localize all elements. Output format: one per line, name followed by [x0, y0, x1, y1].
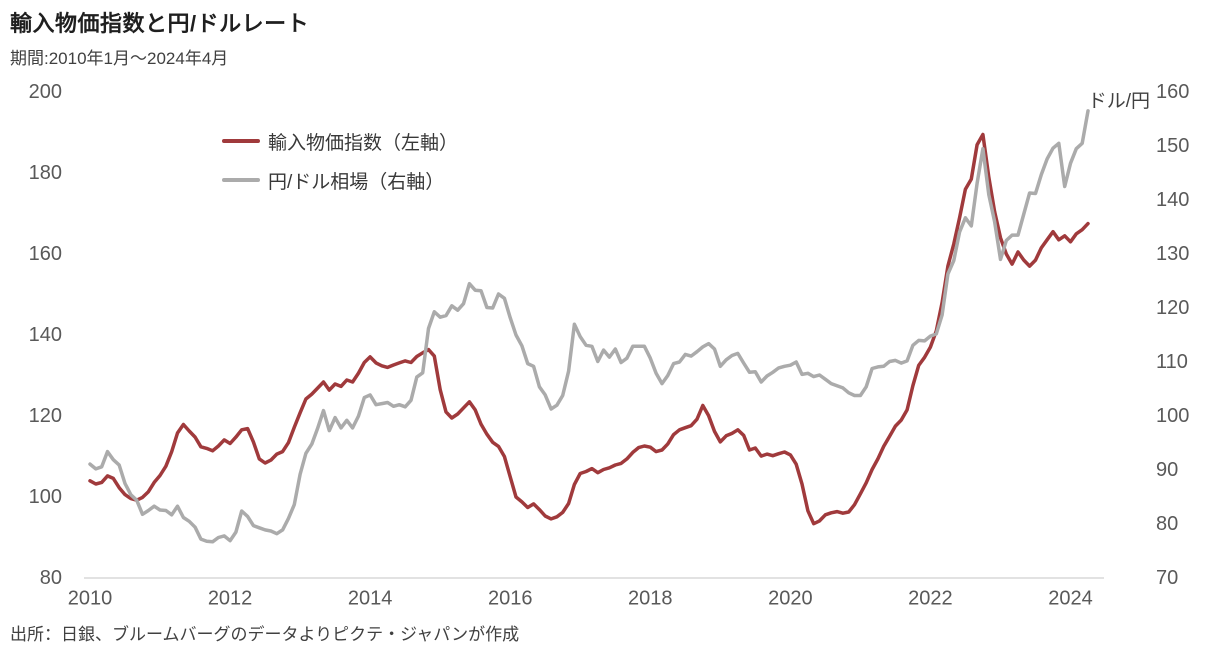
right-axis-tick: 80: [1156, 513, 1178, 535]
x-axis-tick: 2018: [628, 588, 673, 610]
chart-legend: 輸入物価指数（左軸） 円/ドル相場（右軸）: [222, 128, 458, 206]
right-axis-tick: 100: [1156, 405, 1189, 427]
x-axis-tick: 2012: [208, 588, 253, 610]
import-price-index-line: [88, 132, 1090, 526]
right-axis-tick: 120: [1156, 297, 1189, 319]
left-axis-tick: 180: [29, 162, 62, 184]
right-axis-tick: 130: [1156, 243, 1189, 265]
x-axis-tick: 2024: [1048, 588, 1093, 610]
legend-line-swatch-gray: [222, 178, 260, 182]
right-axis-tick: 90: [1156, 459, 1178, 481]
left-axis-tick: 80: [40, 567, 62, 589]
legend-line-swatch-red: [222, 139, 260, 143]
source-note: 出所：日銀、ブルームバーグのデータよりピクテ・ジャパンが作成: [10, 625, 520, 644]
legend-item-import-price-index: 輸入物価指数（左軸）: [222, 128, 458, 154]
left-axis-tick: 200: [29, 81, 62, 103]
x-axis-tick: 2010: [68, 588, 113, 610]
left-axis-tick: 160: [29, 243, 62, 265]
legend-item-usdjpy-rate: 円/ドル相場（右軸）: [222, 167, 458, 193]
right-axis-tick: 70: [1156, 567, 1178, 589]
right-axis-unit-label: ドル/円: [1087, 91, 1150, 112]
left-axis-tick: 140: [29, 324, 62, 346]
x-axis-tick: 2014: [348, 588, 393, 610]
left-axis-tick: 100: [29, 486, 62, 508]
legend-label: 輸入物価指数（左軸）: [268, 132, 459, 154]
left-axis-tick: 120: [29, 405, 62, 427]
chart-title: 輸入物価指数と円/ドルレート: [10, 11, 310, 36]
right-axis-tick: 140: [1156, 189, 1189, 211]
chart-period-subtitle: 期間:2010年1月～2024年4月: [10, 49, 229, 68]
usdjpy-rate-line: [88, 109, 1090, 544]
right-axis-tick: 150: [1156, 135, 1189, 157]
x-axis-tick: 2016: [488, 588, 533, 610]
right-axis-tick: 160: [1156, 81, 1189, 103]
x-axis-tick: 2020: [768, 588, 813, 610]
x-axis-tick: 2022: [908, 588, 953, 610]
right-axis-tick: 110: [1156, 351, 1188, 373]
legend-label: 円/ドル相場（右軸）: [268, 171, 445, 193]
